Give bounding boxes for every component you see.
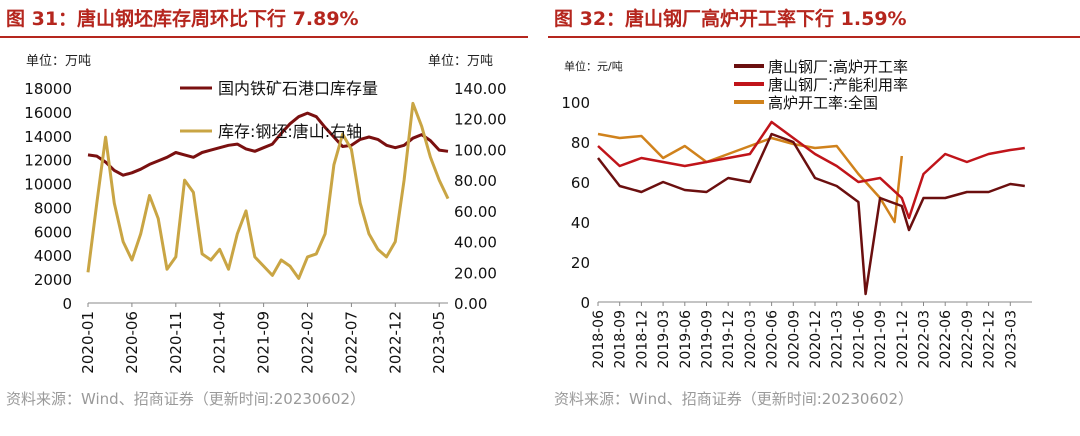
y-tick-label: 80 — [571, 134, 590, 152]
y-tick-label-left: 18000 — [24, 80, 72, 98]
axis-unit: 单位：元/吨 — [564, 60, 623, 73]
y-tick-label-left: 8000 — [34, 199, 72, 217]
legend-label: 国内铁矿石港口库存量 — [218, 79, 378, 98]
chart-panel-right: 图 32：唐山钢厂高炉开工率下行 1.59% 单位：元/吨 0 20 40 60 80 1… — [548, 0, 1080, 436]
y-tick-label-left: 12000 — [24, 152, 72, 170]
legend-label: 唐山钢厂:高炉开工率 — [768, 58, 908, 76]
x-tick-label: 2022-03 — [917, 310, 933, 369]
y-tick-label-right: 20.00 — [454, 264, 497, 282]
x-tick-label: 2018-09 — [613, 310, 629, 369]
y-tick-label-left: 10000 — [24, 176, 72, 194]
y-tick-label: 40 — [571, 214, 590, 232]
chart-area-left: 0 2000 4000 6000 8000 10000 12000 14000 16000 180… — [24, 79, 507, 374]
y-tick-label: 100 — [561, 94, 590, 112]
x-tick-label: 2019-03 — [656, 310, 672, 369]
y-tick-label-left: 0 — [62, 295, 72, 313]
y-tick-label: 20 — [571, 254, 590, 272]
x-tick-label: 2022-12 — [386, 311, 404, 374]
x-tick-label: 2021-04 — [211, 311, 229, 374]
legend-label: 库存:钢坯:唐山:右轴 — [218, 122, 362, 141]
x-tick-label: 2021-06 — [851, 310, 867, 369]
y-tick-label-left: 4000 — [34, 247, 72, 265]
x-tick-label: 2021-09 — [873, 310, 889, 369]
series-line — [86, 101, 450, 280]
x-tick-label: 2022-02 — [299, 311, 317, 374]
right-axis-unit: 单位：万吨 — [428, 54, 494, 69]
series-line — [597, 120, 1025, 220]
x-tick-label: 2018-12 — [634, 310, 650, 369]
title-divider — [0, 36, 528, 38]
x-tick-label: 2022-12 — [982, 310, 998, 369]
chart-title: 图 32：唐山钢厂高炉开工率下行 1.59% — [554, 8, 907, 30]
x-tick-label: 2020-09 — [786, 310, 802, 369]
y-tick-label-right: 100.00 — [454, 141, 507, 159]
x-tick-label: 2018-06 — [591, 310, 607, 369]
y-tick-label-right: 40.00 — [454, 234, 497, 252]
chart-title: 图 31：唐山钢坯库存周环比下行 7.89% — [6, 8, 359, 30]
x-tick-label: 2019-06 — [678, 310, 694, 369]
x-tick-label: 2020-01 — [79, 311, 97, 374]
x-tick-label: 2019-12 — [721, 310, 737, 369]
x-tick-label: 2021-03 — [830, 310, 846, 369]
y-tick-label: 60 — [571, 174, 590, 192]
legend-label: 唐山钢厂:产能利用率 — [768, 76, 908, 94]
x-tick-label: 2020-06 — [123, 311, 141, 374]
legend-label: 高炉开工率:全国 — [768, 94, 878, 112]
x-tick-label: 2023-03 — [1003, 310, 1019, 369]
x-tick-label: 2020-11 — [167, 311, 185, 374]
y-tick-label-left: 14000 — [24, 128, 72, 146]
x-tick-label: 2021-12 — [895, 310, 911, 369]
series-line — [597, 132, 904, 224]
series-line — [597, 132, 1025, 296]
series-line — [87, 111, 449, 177]
y-tick-label-left: 16000 — [24, 104, 72, 122]
source-note: 资料来源：Wind、招商证券（更新时间:20230602） — [554, 390, 914, 408]
y-tick-label-right: 140.00 — [454, 80, 507, 98]
x-tick-label: 2023-05 — [430, 311, 448, 374]
x-tick-label: 2020-12 — [808, 310, 824, 369]
chart-area-right: 0 20 40 60 80 100 2018-06 2018-09 2018-12 2019-03… — [561, 58, 1032, 369]
source-note: 资料来源：Wind、招商证券（更新时间:20230602） — [6, 390, 366, 408]
x-tick-label: 2022-07 — [342, 311, 360, 374]
y-tick-label-right: 60.00 — [454, 203, 497, 221]
title-divider — [548, 36, 1080, 38]
left-axis-unit: 单位：万吨 — [26, 54, 92, 69]
y-tick-label-right: 0.00 — [454, 295, 487, 313]
x-tick-label: 2019-09 — [700, 310, 716, 369]
y-tick-label: 0 — [580, 294, 590, 312]
x-tick-label: 2021-09 — [255, 311, 273, 374]
y-tick-label-right: 120.00 — [454, 111, 507, 129]
x-tick-label: 2020-03 — [743, 310, 759, 369]
y-tick-label-right: 80.00 — [454, 172, 497, 190]
chart-panel-left: 图 31：唐山钢坯库存周环比下行 7.89% 单位：万吨 单位：万吨 0 2000… — [0, 0, 528, 436]
x-tick-label: 2020-06 — [765, 310, 781, 369]
y-tick-label-left: 6000 — [34, 223, 72, 241]
x-tick-label: 2022-06 — [938, 310, 954, 369]
y-tick-label-left: 2000 — [34, 271, 72, 289]
x-tick-label: 2022-09 — [960, 310, 976, 369]
